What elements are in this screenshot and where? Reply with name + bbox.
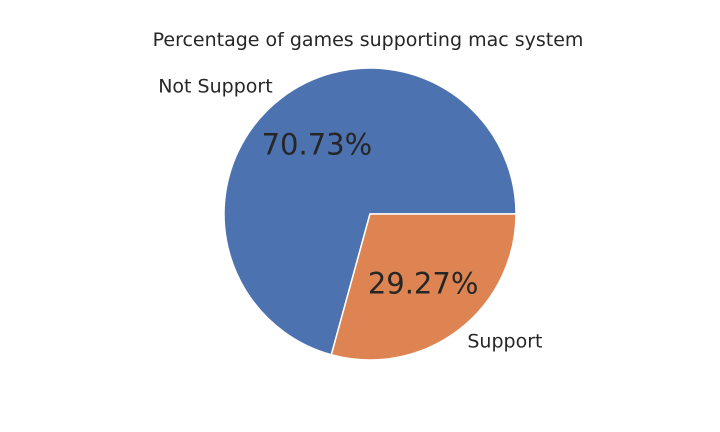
pie-value-label-not-support: 70.73% — [262, 127, 373, 161]
pie-slices — [223, 67, 517, 361]
pie-value-label-support: 29.27% — [368, 267, 479, 301]
chart-title: Percentage of games supporting mac syste… — [153, 29, 584, 51]
pie-slice-not-support — [223, 67, 517, 356]
pie-slice-support — [330, 213, 517, 361]
pie-labels: 70.73% Not Support 29.27% Support — [158, 75, 542, 352]
pie-category-label-not-support: Not Support — [158, 75, 272, 97]
pie-category-label-support: Support — [467, 331, 542, 353]
